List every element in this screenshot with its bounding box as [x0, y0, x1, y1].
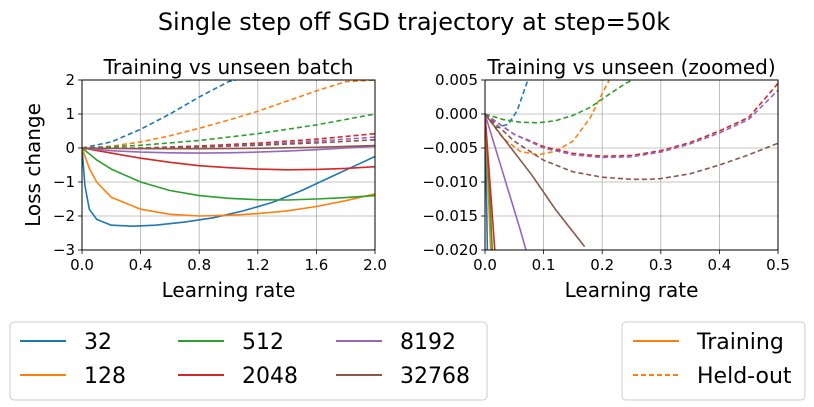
- left-x-tick-label: 2.0: [363, 256, 387, 274]
- legend-label-training: Training: [696, 330, 784, 355]
- right-axes-frame: [484, 79, 779, 251]
- right-y-tick-label: 0.005: [435, 71, 478, 89]
- left-y-tick-label: 2: [65, 71, 75, 89]
- right-x-tick-label: 0.2: [590, 256, 614, 274]
- left-series-32-heldout: [82, 80, 236, 149]
- right-y-tick-label: −0.020: [422, 241, 478, 259]
- left-series-128-heldout: [82, 80, 375, 149]
- legend-label-32: 32: [84, 330, 112, 355]
- right-chart-panel: 0.0 0.1 0.2 0.3 0.4 0.5 −0.020 −0.015 −0.010 −0.0…: [422, 55, 789, 302]
- left-series-512-training: [82, 147, 375, 201]
- left-series-2048-training: [82, 147, 375, 171]
- legend-label-2048: 2048: [242, 364, 298, 389]
- legend-label-512: 512: [242, 330, 284, 355]
- right-x-tick-label: 0.0: [473, 256, 497, 274]
- right-y-tick-label: 0.000: [435, 105, 478, 123]
- right-y-tick-label: −0.015: [422, 207, 478, 225]
- left-series-32768-heldout: [82, 139, 375, 150]
- figure-suptitle: Single step off SGD trajectory at step=5…: [158, 8, 670, 36]
- legend-label-held-out: Held-out: [697, 364, 792, 389]
- left-series-512-heldout: [82, 113, 375, 149]
- legend-label-128: 128: [84, 364, 126, 389]
- left-x-tick-label: 1.2: [246, 256, 270, 274]
- left-y-axis-label: Loss change: [21, 103, 45, 227]
- right-series-32768-training: [485, 113, 586, 248]
- left-series-32-training: [82, 147, 375, 227]
- right-series-2048-training: [485, 113, 496, 250]
- left-y-tick-label: −3: [53, 241, 75, 259]
- left-y-tick-label: 0: [65, 139, 75, 157]
- legend-label-8192: 8192: [400, 330, 456, 355]
- left-series-128-training: [82, 147, 375, 217]
- right-series-8192-training: [485, 113, 527, 250]
- left-y-tick-label: −2: [53, 207, 75, 225]
- right-y-tick-label: −0.005: [422, 139, 478, 157]
- left-series-8192-training: [82, 145, 375, 154]
- right-x-tick-label: 0.4: [707, 256, 731, 274]
- left-chart-panel: 0.0 0.4 0.8 1.2 1.6 2.0 −3 −2 −1 0 1 2 Training vs u…: [21, 55, 387, 302]
- left-x-tick-label: 0.8: [187, 256, 211, 274]
- right-y-tick-label: −0.010: [422, 173, 478, 191]
- left-y-tick-label: −1: [53, 173, 75, 191]
- left-x-tick-label: 0.4: [129, 256, 153, 274]
- right-x-tick-label: 0.5: [766, 256, 790, 274]
- right-x-tick-label: 0.3: [649, 256, 673, 274]
- right-chart-title: Training vs unseen (zoomed): [486, 55, 775, 79]
- left-x-axis-label: Learning rate: [162, 278, 296, 302]
- right-series-2048-heldout: [485, 82, 778, 157]
- right-series-128-heldout: [485, 80, 611, 156]
- right-x-tick-label: 0.1: [532, 256, 556, 274]
- linestyle-legend: Training Held-out: [621, 321, 806, 401]
- left-x-tick-label: 1.6: [304, 256, 328, 274]
- left-axes-frame: [81, 79, 376, 251]
- right-series-32-heldout: [485, 80, 529, 129]
- right-series-512-heldout: [485, 80, 635, 124]
- batch-size-legend: 32 128 512 2048 8192 32768: [9, 321, 488, 401]
- left-series-group: [82, 80, 375, 227]
- right-x-axis-label: Learning rate: [565, 278, 699, 302]
- right-series-32768-heldout: [485, 113, 778, 181]
- right-series-group: [485, 80, 778, 250]
- right-series-8192-heldout: [485, 89, 778, 159]
- legend-label-32768: 32768: [400, 364, 470, 389]
- left-x-tick-label: 0.0: [70, 256, 94, 274]
- left-y-tick-label: 1: [65, 105, 75, 123]
- left-chart-title: Training vs unseen batch: [103, 55, 354, 79]
